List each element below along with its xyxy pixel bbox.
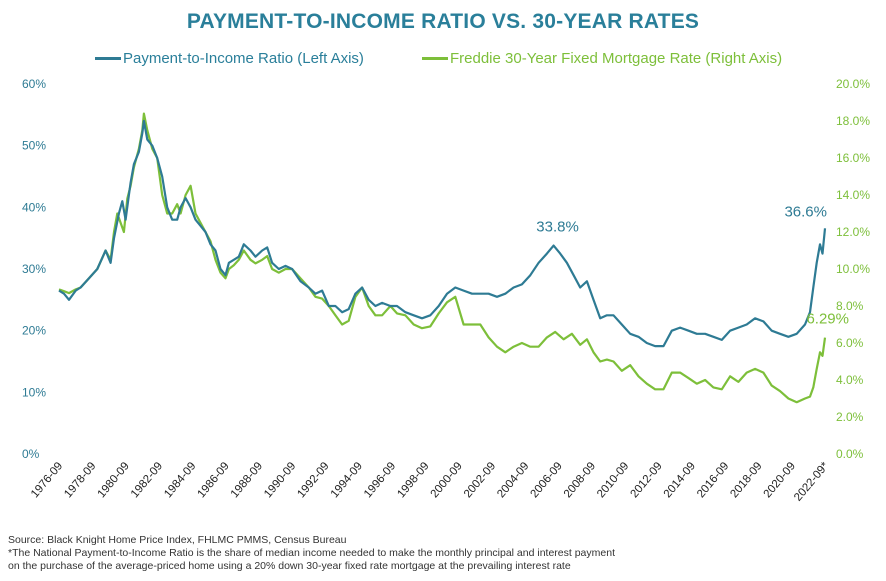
x-axis-tick-label: 1982-09	[129, 460, 165, 500]
left-axis-tick-label: 0%	[22, 447, 40, 461]
x-axis-tick-label: 2008-09	[562, 460, 598, 500]
left-axis-tick-label: 30%	[22, 262, 46, 276]
right-axis-tick-label: 18.0%	[836, 114, 870, 128]
series-line-mortgage-rate	[58, 112, 827, 404]
legend-swatch-rate	[422, 57, 448, 60]
data-label-annotation: 36.6%	[784, 203, 827, 220]
left-axis-tick-label: 40%	[22, 200, 46, 214]
footer-source: Source: Black Knight Home Price Index, F…	[8, 534, 347, 546]
left-axis-tick-label: 20%	[22, 324, 46, 338]
legend-item-rate: Freddie 30-Year Fixed Mortgage Rate (Rig…	[422, 50, 782, 67]
x-axis-tick-label: 2014-09	[662, 460, 698, 500]
series-line-payment-to-income	[58, 119, 827, 348]
chart-plot: 0% 10% 20% 30% 40% 50% 60% 0.0% 2.0% 4.0% 6.0% 8.0…	[22, 77, 870, 504]
x-axis-tick-label: 2006-09	[529, 460, 565, 500]
data-label-annotation: 33.8%	[536, 219, 579, 236]
footer-note-line2: on the purchase of the average-priced ho…	[8, 560, 571, 572]
left-axis-tick-label: 10%	[22, 385, 46, 399]
legend: Payment-to-Income Ratio (Left Axis) Fred…	[0, 50, 886, 70]
left-axis-tick-label: 50%	[22, 139, 46, 153]
x-axis-tick-label: 1976-09	[29, 460, 65, 500]
legend-label-pti: Payment-to-Income Ratio (Left Axis)	[123, 50, 364, 67]
x-axis-tick-label: 1984-09	[162, 460, 198, 500]
x-axis-tick-label: 1980-09	[96, 460, 132, 500]
data-label-annotation: 6.29%	[806, 311, 849, 328]
footer-note-line1: *The National Payment-to-Income Ratio is…	[8, 547, 615, 559]
x-axis-tick-label: 1994-09	[329, 460, 365, 500]
x-axis-tick-label: 2010-09	[595, 460, 631, 500]
left-axis-tick-label: 60%	[22, 77, 46, 91]
right-axis-tick-label: 10.0%	[836, 262, 870, 276]
x-axis-tick-label: 1996-09	[362, 460, 398, 500]
right-axis-tick-label: 8.0%	[836, 299, 864, 313]
right-axis-tick-label: 0.0%	[836, 447, 864, 461]
chart-title: PAYMENT-TO-INCOME RATIO VS. 30-YEAR RATE…	[186, 10, 700, 33]
legend-swatch-pti	[95, 57, 121, 60]
x-axis-tick-label: 2016-09	[695, 460, 731, 500]
x-axis-tick-label: 2004-09	[495, 460, 531, 500]
x-axis-tick-label: 2002-09	[462, 460, 498, 500]
x-axis-tick-label: 2012-09	[628, 460, 664, 500]
right-axis-tick-label: 16.0%	[836, 151, 870, 165]
right-axis-tick-label: 12.0%	[836, 225, 870, 239]
x-axis-tick-label: 1990-09	[262, 460, 298, 500]
x-axis-tick-label: 1988-09	[229, 460, 265, 500]
right-axis-tick-label: 2.0%	[836, 410, 864, 424]
right-axis-tick-label: 6.0%	[836, 336, 864, 350]
right-axis-tick-label: 14.0%	[836, 188, 870, 202]
x-axis-tick-label: 2022-09*	[792, 460, 832, 504]
legend-item-pti: Payment-to-Income Ratio (Left Axis)	[95, 50, 364, 67]
legend-label-rate: Freddie 30-Year Fixed Mortgage Rate (Rig…	[450, 50, 783, 67]
x-axis-tick-label: 2018-09	[728, 460, 764, 500]
right-axis-tick-label: 20.0%	[836, 77, 870, 91]
x-axis-tick-label: 2000-09	[429, 460, 465, 500]
x-axis-tick-label: 1986-09	[195, 460, 231, 500]
x-axis-tick-label: 1998-09	[395, 460, 431, 500]
x-axis-tick-label: 1978-09	[62, 460, 98, 500]
right-axis-tick-label: 4.0%	[836, 373, 864, 387]
x-axis-tick-label: 1992-09	[295, 460, 331, 500]
